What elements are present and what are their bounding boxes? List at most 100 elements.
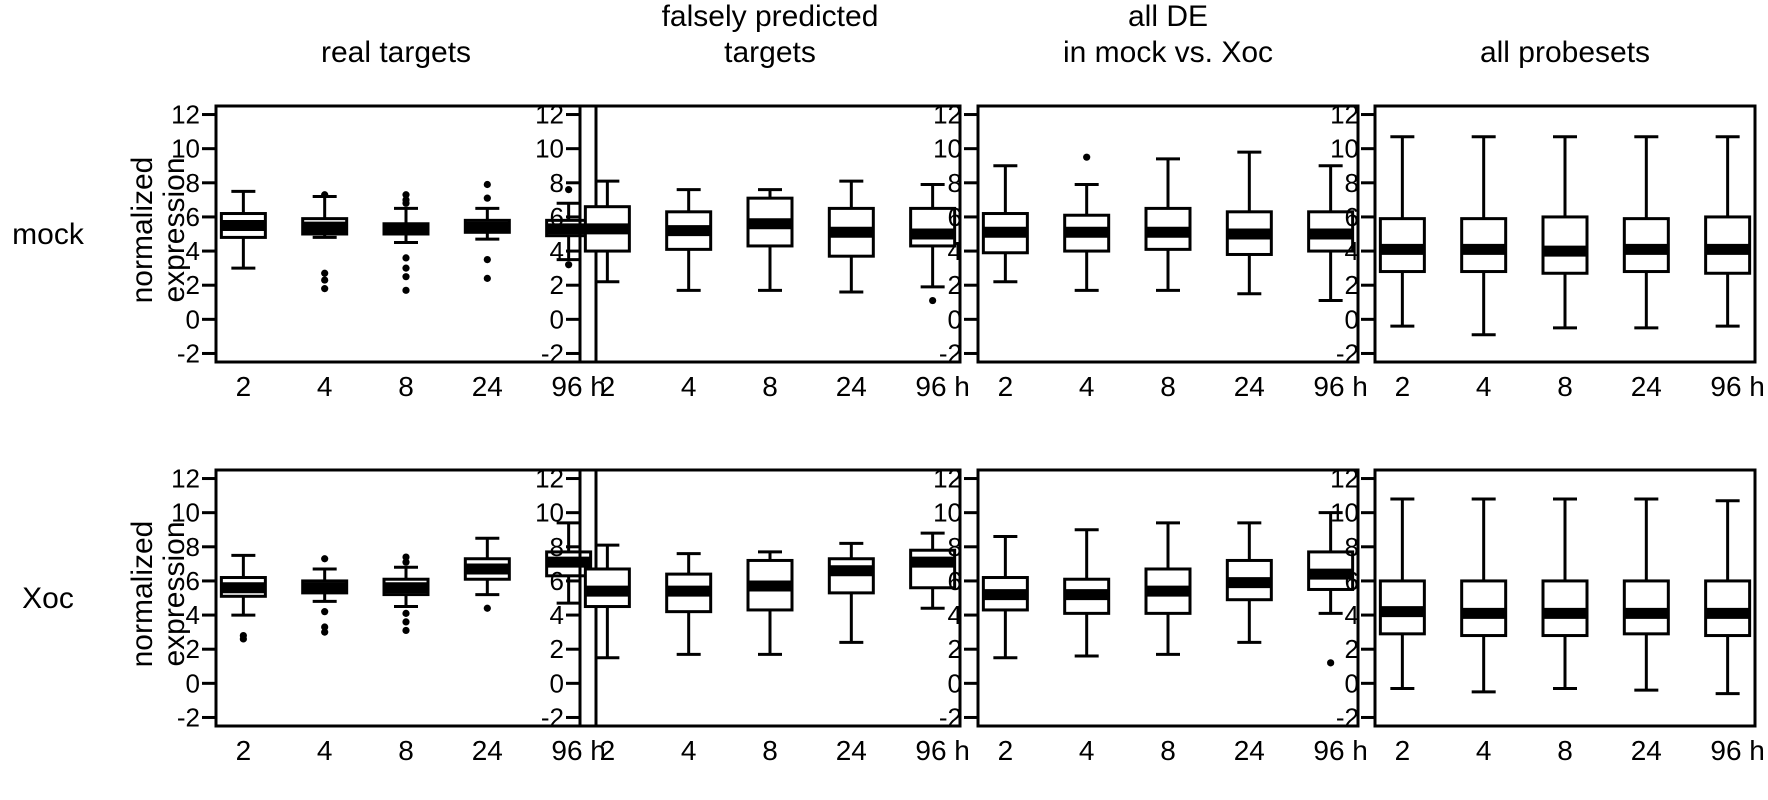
- panel-xoc-1-ytick-label: 10: [171, 498, 200, 528]
- column-title-3-line-1: all DE: [1128, 0, 1208, 33]
- panel-mock-3-xtick-label: 4: [1079, 371, 1095, 402]
- panel-xoc-1-box-3-outlier: [402, 558, 410, 566]
- panel-xoc-3-ytick-label: 12: [933, 464, 962, 494]
- panel-mock-1-xtick-label: 2: [236, 371, 252, 402]
- panel-xoc-4-ytick-label: 2: [1345, 634, 1359, 664]
- panel-xoc-1-ytick-label: -2: [177, 702, 200, 732]
- panel-mock-3-ytick-label: 8: [948, 168, 962, 198]
- panel-xoc-1-xtick-label: 2: [236, 735, 252, 766]
- panel-mock-1-box-4-outlier: [483, 194, 491, 202]
- panel-xoc-1-box-3-outlier: [402, 618, 410, 626]
- panel-xoc-1-xtick-label: 24: [472, 735, 503, 766]
- panel-mock-1-ytick-label: 2: [186, 270, 200, 300]
- panel-xoc-2-ytick-label: -2: [541, 702, 564, 732]
- panel-xoc-1-box-2-outlier: [321, 608, 329, 616]
- panel-mock-4-ytick-label: 10: [1330, 134, 1359, 164]
- panel-xoc-4-xtick-label: 96 h: [1710, 735, 1765, 766]
- panel-mock-2-xtick-label: 96 h: [915, 371, 970, 402]
- panel-mock-3-ytick-label: 12: [933, 100, 962, 130]
- panel-mock-2-box-5: [909, 206, 957, 248]
- panel-xoc-3-xtick-label: 8: [1160, 735, 1176, 766]
- panel-xoc-4-ytick-label: 0: [1345, 668, 1359, 698]
- panel-xoc-2-ytick-label: 10: [535, 498, 564, 528]
- panel-xoc-1-box-2-outlier: [321, 628, 329, 636]
- panel-mock-1-box-3-outlier: [402, 254, 410, 262]
- panel-xoc-3-xtick-label: 24: [1234, 735, 1265, 766]
- y-axis-label-row-1-line-2: expression: [158, 157, 191, 302]
- panel-mock-4-ytick-label: 0: [1345, 304, 1359, 334]
- panel-xoc-2-ytick-label: 0: [550, 668, 564, 698]
- panel-mock-4-xtick-label: 24: [1631, 371, 1662, 402]
- panel-mock-1-box-4-outlier: [483, 180, 491, 189]
- y-axis-label-row-2-line-1: normalized: [126, 521, 159, 668]
- panel-mock-2-box-5-outlier: [929, 296, 937, 305]
- panel-xoc-1-xtick-label: 8: [398, 735, 414, 766]
- panel-xoc-1-box-3-outlier: [402, 609, 410, 617]
- panel-xoc-1-ytick-label: 2: [186, 634, 200, 664]
- panel-xoc-1-box-3-outlier: [402, 553, 410, 561]
- panel-xoc-2-xtick-label: 8: [762, 735, 778, 766]
- panel-mock-1-box-4-outlier: [483, 274, 491, 282]
- panel-mock-3-ytick-label: 0: [948, 304, 962, 334]
- y-axis-label-row-1-line-1: normalized: [126, 157, 159, 304]
- panel-mock-1-box-5-outlier: [565, 261, 573, 269]
- panel-mock-2-xtick-label: 24: [836, 371, 867, 402]
- panel-xoc-2-xtick-label: 2: [600, 735, 616, 766]
- panel-mock-1-ytick-label: 10: [171, 134, 200, 164]
- panel-xoc-1-ytick-label: 6: [186, 566, 200, 596]
- column-title-4: all probesets: [1480, 36, 1650, 69]
- panel-xoc-3-ytick-label: -2: [939, 702, 962, 732]
- panel-mock-1-ytick-label: -2: [177, 338, 200, 368]
- panel-mock-4-xtick-label: 96 h: [1710, 371, 1765, 402]
- panel-mock-2-ytick-label: 6: [550, 202, 564, 232]
- panel-mock-1-box-4-outlier: [483, 256, 491, 264]
- panel-xoc-4-box-4: [1622, 579, 1670, 636]
- panel-mock-1-xtick-label: 4: [317, 371, 333, 402]
- panel-mock-2-ytick-label: 10: [535, 134, 564, 164]
- panel-xoc-2-box-5: [909, 548, 957, 590]
- row-label-mock: mock: [12, 218, 85, 251]
- panel-xoc-1-ytick-label: 0: [186, 668, 200, 698]
- panel-mock-1-box-3-outlier: [402, 264, 410, 272]
- panel-xoc-4-xtick-label: 8: [1557, 735, 1573, 766]
- panel-mock-1-box-2-outlier: [321, 276, 329, 284]
- panel-xoc-2-ytick-label: 4: [550, 600, 564, 630]
- panel-mock-4-ytick-label: -2: [1336, 338, 1359, 368]
- panel-xoc-3-box-5-outlier: [1327, 659, 1335, 667]
- panel-mock-1-ytick-label: 4: [186, 236, 200, 266]
- panel-mock-2-ytick-label: 2: [550, 270, 564, 300]
- panel-mock-1-xtick-label: 96 h: [551, 371, 606, 402]
- panel-mock-1-box-3-outlier: [402, 273, 410, 281]
- panel-mock-3-ytick-label: 2: [948, 270, 962, 300]
- panel-mock-2-ytick-label: 4: [550, 236, 564, 266]
- panel-xoc-2-ytick-label: 6: [550, 566, 564, 596]
- panel-mock-1-box-2-outlier: [321, 191, 329, 199]
- panel-xoc-4-ytick-label: 6: [1345, 566, 1359, 596]
- panel-xoc-2-ytick-label: 2: [550, 634, 564, 664]
- panel-mock-1-xtick-label: 24: [472, 371, 503, 402]
- panel-mock-3-ytick-label: 4: [948, 236, 962, 266]
- panel-mock-2-ytick-label: 0: [550, 304, 564, 334]
- panel-xoc-3-ytick-label: 8: [948, 532, 962, 562]
- panel-mock-4-box-3: [1541, 215, 1589, 275]
- column-title-2-line-1: falsely predicted: [662, 0, 879, 33]
- panel-mock-4-ytick-label: 2: [1345, 270, 1359, 300]
- panel-xoc-3-ytick-label: 2: [948, 634, 962, 664]
- panel-mock-4-xtick-label: 8: [1557, 371, 1573, 402]
- panel-mock-4-xtick-label: 4: [1476, 371, 1492, 402]
- panel-xoc-4-ytick-label: 4: [1345, 600, 1359, 630]
- row-label-xoc: Xoc: [22, 582, 74, 615]
- panel-xoc-3-xtick-label: 2: [998, 735, 1014, 766]
- panel-mock-2-xtick-label: 4: [681, 371, 697, 402]
- panel-xoc-4-ytick-label: 8: [1345, 532, 1359, 562]
- column-title-3-line-2: in mock vs. Xoc: [1063, 36, 1273, 69]
- panel-mock-4-ytick-label: 12: [1330, 100, 1359, 130]
- panel-mock-3-ytick-label: 6: [948, 202, 962, 232]
- panel-mock-1-ytick-label: 12: [171, 100, 200, 130]
- panel-xoc-4-ytick-label: -2: [1336, 702, 1359, 732]
- panel-mock-1-box-3-outlier: [402, 286, 410, 294]
- panel-mock-3-ytick-label: -2: [939, 338, 962, 368]
- panel-mock-2-ytick-label: 8: [550, 168, 564, 198]
- panel-xoc-2-xtick-label: 24: [836, 735, 867, 766]
